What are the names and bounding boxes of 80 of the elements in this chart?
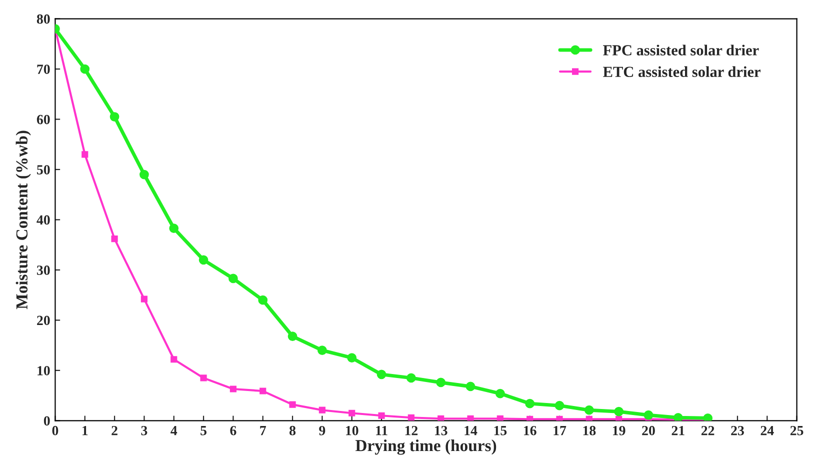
y-tick-label: 0 [44, 416, 50, 426]
point [376, 370, 386, 380]
point [110, 112, 120, 122]
point [317, 346, 327, 356]
point [140, 296, 148, 302]
point [140, 170, 149, 180]
point [318, 406, 326, 414]
point [228, 274, 238, 284]
point [406, 373, 416, 383]
point [438, 415, 444, 421]
point [495, 388, 505, 398]
point [586, 416, 592, 421]
point [348, 410, 356, 416]
x-tick-label: 8 [290, 426, 296, 436]
point [378, 412, 385, 419]
point [200, 374, 207, 382]
point [289, 401, 296, 408]
point [556, 416, 563, 421]
point [466, 382, 476, 392]
x-tick-label: 11 [376, 426, 388, 436]
x-tick-label: 5 [200, 426, 206, 436]
point [496, 415, 504, 421]
x-tick-label: 19 [612, 426, 626, 436]
x-axis-title: Drying time (hours) [355, 439, 496, 455]
y-tick-label: 40 [36, 215, 50, 225]
x-tick-label: 23 [731, 426, 744, 436]
x-tick-label: 25 [790, 426, 804, 436]
x-tick-label: 2 [112, 426, 118, 436]
x-tick-label: 6 [230, 426, 236, 436]
x-tick-label: 0 [52, 426, 58, 436]
x-tick-label: 15 [494, 426, 507, 436]
x-tick-label: 1 [82, 426, 88, 436]
point [525, 398, 535, 408]
point [644, 410, 654, 420]
point [554, 400, 564, 410]
x-tick-label: 9 [319, 426, 326, 436]
legend-label: ETC assisted solar drier [603, 66, 760, 78]
point [80, 64, 90, 74]
point [584, 405, 594, 415]
point [614, 406, 624, 416]
point [616, 416, 622, 421]
point [673, 412, 683, 421]
y-tick-label: 10 [38, 366, 50, 376]
y-tick-label: 50 [37, 165, 50, 174]
x-tick-label: 14 [464, 426, 478, 436]
y-tick-label: 70 [37, 64, 50, 74]
point [436, 378, 446, 388]
x-tick-label: 24 [760, 426, 774, 436]
point [198, 255, 208, 265]
x-tick-label: 18 [583, 426, 596, 436]
x-tick-label: 4 [170, 426, 178, 436]
point [82, 151, 88, 158]
x-tick-label: 22 [701, 426, 714, 436]
x-tick-label: 16 [524, 426, 536, 436]
point [408, 414, 414, 421]
point [230, 386, 236, 392]
point [260, 388, 266, 394]
x-tick-label: 7 [260, 426, 266, 436]
y-tick-label: 30 [36, 266, 50, 275]
y-tick-label: 80 [36, 14, 50, 24]
point [703, 413, 713, 421]
y-tick-label: 60 [36, 114, 50, 124]
x-tick-label: 12 [405, 426, 418, 436]
point [258, 295, 268, 305]
point [111, 236, 118, 242]
x-tick-label: 13 [435, 426, 448, 436]
point [467, 415, 474, 421]
point [347, 353, 357, 363]
x-tick-label: 17 [554, 426, 566, 436]
point [526, 416, 534, 421]
legend-label: FPC assisted solar drier [603, 44, 759, 56]
x-tick-label: 21 [672, 426, 684, 436]
x-tick-label: 20 [642, 426, 655, 436]
y-tick-label: 20 [37, 316, 50, 326]
x-tick-label: 3 [141, 426, 148, 436]
y-axis-title: Moisture Content (%wb) [16, 130, 31, 310]
point [288, 332, 298, 341]
point [169, 224, 179, 233]
point [170, 356, 178, 363]
x-tick-label: 10 [346, 426, 358, 436]
